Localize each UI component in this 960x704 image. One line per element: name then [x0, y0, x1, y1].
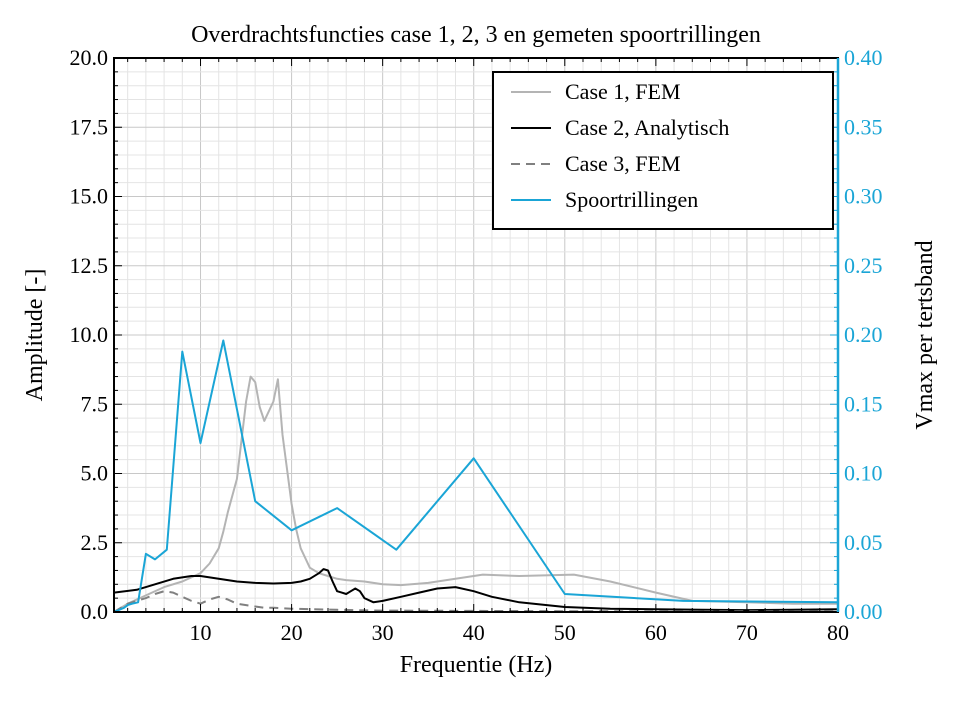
legend-box [492, 71, 834, 230]
legend-label-3: Case 3, FEM [565, 151, 681, 176]
y-tick-label: 0.0 [81, 599, 109, 624]
y-axis-label: Amplitude [-] [22, 269, 48, 402]
grid [114, 58, 838, 612]
x-tick-label: 20 [281, 620, 303, 645]
y-tick-right-label: 0.15 [844, 391, 883, 416]
y-tick-right-label: 0.00 [844, 599, 883, 624]
x-tick-label: 30 [372, 620, 394, 645]
y-tick-label: 20.0 [70, 45, 109, 70]
y-tick-label: 2.5 [81, 530, 109, 555]
x-tick-label: 50 [554, 620, 576, 645]
y-tick-right-label: 0.40 [844, 45, 883, 70]
x-tick-label: 10 [190, 620, 212, 645]
x-tick-label: 40 [463, 620, 485, 645]
x-tick-label: 80 [827, 620, 849, 645]
ticks: 10 20 30 40 50 60 70 80 0.0 2.5 5.0 7.5 10.0 12.5 15.0… [70, 45, 883, 645]
x-axis-label: Frequentie (Hz) [400, 652, 553, 678]
series-layer [113, 339, 839, 613]
series-line-4 [113, 339, 839, 613]
legend: Case 1, FEM Case 2, Analytisch Case 3, FEM… [492, 71, 834, 230]
series-line-3 [113, 590, 838, 613]
y-tick-right-label: 0.35 [844, 114, 883, 139]
y-tick-right-label: 0.05 [844, 530, 883, 555]
x-tick-label: 60 [645, 620, 667, 645]
y-tick-right-label: 0.10 [844, 461, 883, 486]
y-tick-right-label: 0.25 [844, 253, 883, 278]
legend-label-4: Spoortrillingen [565, 187, 698, 212]
y-tick-label: 12.5 [70, 253, 109, 278]
y-tick-label: 10.0 [70, 322, 109, 347]
chart-title: Overdrachtsfuncties case 1, 2, 3 en geme… [191, 22, 761, 48]
series-line-2 [113, 568, 839, 612]
y-tick-right-label: 0.30 [844, 184, 883, 209]
legend-label-1: Case 1, FEM [565, 79, 681, 104]
x-tick-label: 70 [736, 620, 758, 645]
y-tick-right-label: 0.20 [844, 322, 883, 347]
y-tick-label: 5.0 [81, 461, 109, 486]
y-tick-label: 17.5 [70, 114, 109, 139]
y-tick-label: 15.0 [70, 184, 109, 209]
y-axis-right-label: Vmax per tertsband [912, 240, 938, 429]
y-tick-label: 7.5 [81, 391, 109, 416]
series-line-1 [113, 375, 838, 613]
legend-label-2: Case 2, Analytisch [565, 115, 729, 140]
